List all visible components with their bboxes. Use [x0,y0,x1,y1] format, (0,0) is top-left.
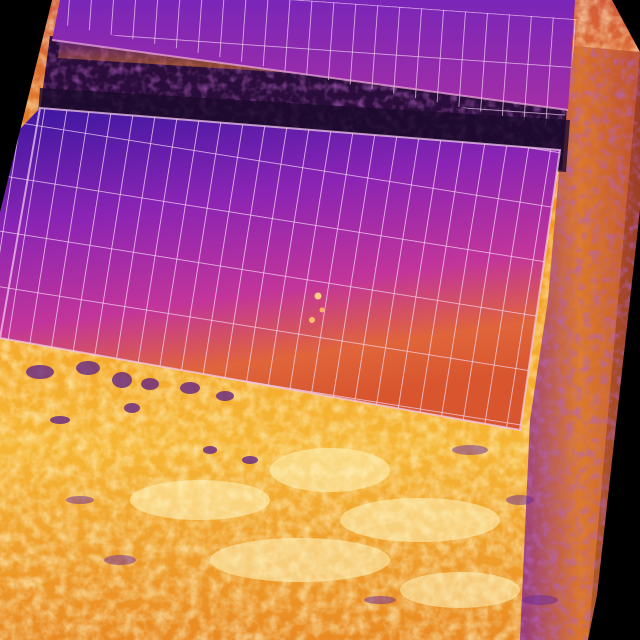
hot-spot [309,317,315,323]
ground-hot-highlights [130,448,520,608]
corner-mask-top-left [0,0,52,212]
panel-row-main-outline [0,106,562,432]
ground-cool-speckles [66,445,558,605]
ground-dark-patches [26,361,258,464]
hot-spot [314,292,322,300]
panel-row-top-edge [51,39,569,111]
right-strip-texture [520,45,640,640]
corner-mask-top-right [612,0,640,52]
panel-row-top-grid [53,0,578,129]
hot-spot [319,307,325,313]
corner-mask-bottom-right [588,380,640,640]
